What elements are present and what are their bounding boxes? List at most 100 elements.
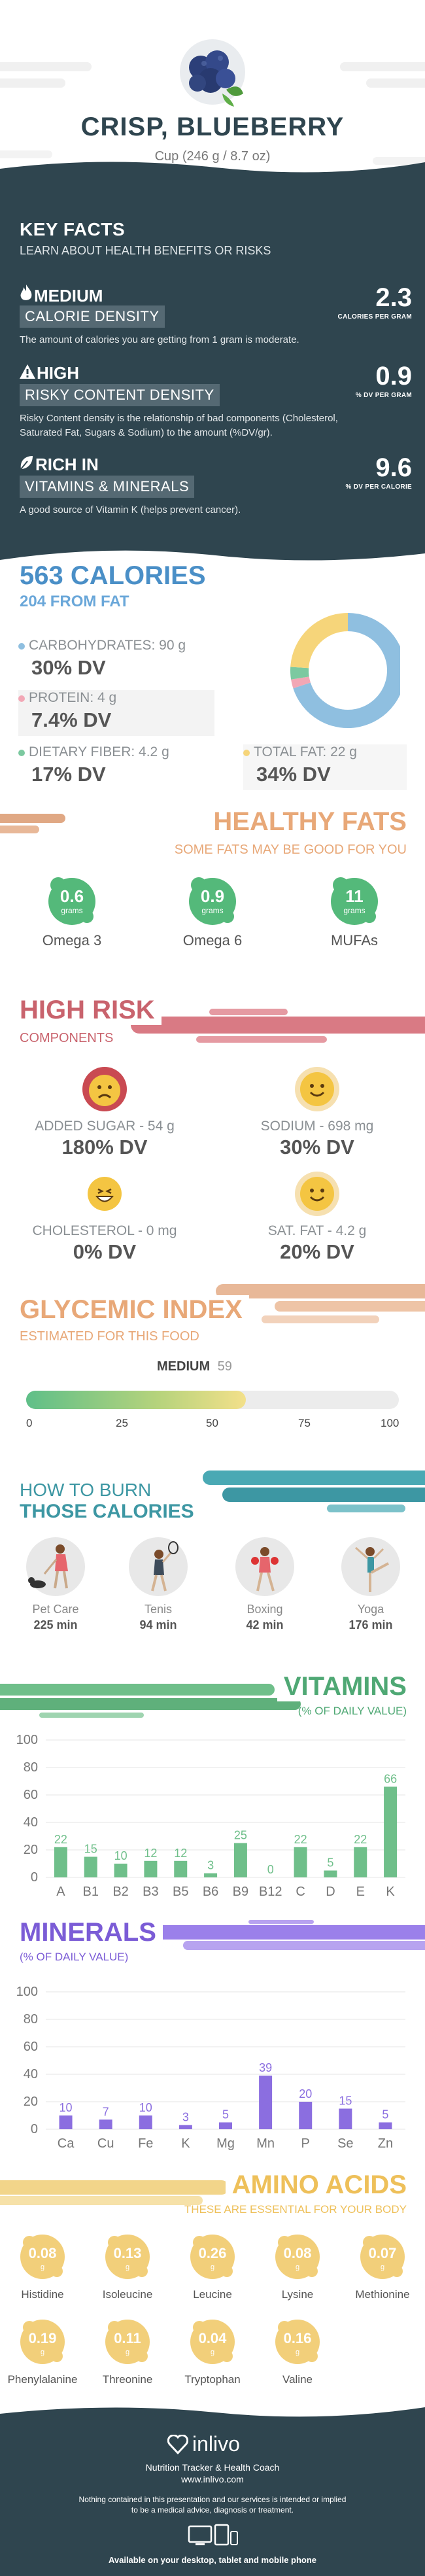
healthy-fats-title: HEALTHY FATS — [213, 807, 407, 836]
added-sugar-label: ADDED SUGAR - 54 g — [35, 1119, 175, 1134]
vitamins-bar-A — [54, 1847, 67, 1877]
heart-logo-icon — [167, 2434, 189, 2455]
smile-face-icon — [294, 1171, 340, 1217]
vitamins-ytick: 100 — [16, 1733, 38, 1747]
page-title: CRISP, BLUEBERRY — [80, 113, 345, 141]
vitamins-ytick: 60 — [24, 1788, 38, 1802]
tennis-icon — [129, 1537, 188, 1596]
carbs-dv: 30% DV — [31, 656, 106, 679]
minerals-value-label-Zn: 5 — [382, 2108, 388, 2121]
minerals-subtitle: (% OF DAILY VALUE) — [20, 1951, 129, 1963]
vitamins-minerals-unit: % DV PER CALORIE — [345, 483, 412, 491]
amino-name: Phenylalanine — [7, 2373, 78, 2386]
amino-value: 0.07 — [368, 2245, 397, 2261]
gi-tick-50: 50 — [206, 1417, 218, 1429]
tenis-name: Tenis — [144, 1603, 173, 1616]
protein-dv: 7.4% DV — [31, 708, 112, 731]
minerals-category-label-Ca: Ca — [58, 2136, 75, 2151]
amino-name: Histidine — [21, 2288, 64, 2301]
devices-icon — [186, 2522, 239, 2549]
smile-face-icon — [294, 1066, 340, 1112]
vitamins-category-label-E: E — [356, 1885, 365, 1899]
amino-value: 0.08 — [28, 2245, 57, 2261]
vitamins-value-label-A: 22 — [54, 1833, 67, 1846]
calorie-density-label: CALORIE DENSITY — [20, 305, 165, 328]
calorie-density-description: The amount of calories you are getting f… — [20, 334, 299, 345]
tenis-min: 94 min — [139, 1618, 177, 1631]
minerals-bar-Fe — [139, 2115, 152, 2129]
pet-care-name: Pet Care — [32, 1603, 79, 1616]
amino-unit: g — [210, 2263, 215, 2271]
omega6-unit: grams — [201, 906, 224, 915]
amino-value: 0.08 — [283, 2245, 312, 2261]
risk-sodium: SODIUM - 698 mg 30% DV — [226, 1066, 409, 1158]
glycemic-ticks: 0 25 50 75 100 — [0, 1417, 425, 1433]
vitamins-bar-K — [384, 1786, 398, 1877]
minerals-ytick: 20 — [24, 2095, 38, 2109]
vitamins-value-label-B1: 15 — [84, 1843, 97, 1856]
minerals-title: MINERALS — [20, 1918, 163, 1947]
calories-from-fat: 204 FROM FAT — [20, 593, 129, 610]
sad-face-icon — [82, 1066, 128, 1112]
vitamins-ytick: 40 — [24, 1815, 38, 1830]
minerals-value-label-Mn: 39 — [259, 2061, 272, 2074]
boxing-name: Boxing — [246, 1603, 283, 1616]
minerals-category-label-Mn: Mn — [256, 2136, 275, 2151]
minerals-category-label-Cu: Cu — [97, 2136, 114, 2151]
amino-value: 0.04 — [198, 2330, 227, 2346]
vitamins-minerals-level: RICH IN — [20, 455, 99, 475]
minerals-category-label-Se: Se — [337, 2136, 353, 2151]
amino-unit: g — [125, 2263, 130, 2271]
carbs-legend: CARBOHYDRATES: 90 g 30% DV — [18, 638, 214, 684]
amino-item-leucine: 0.26 g Leucine — [167, 2231, 258, 2316]
minerals-ytick: 100 — [16, 1985, 38, 1999]
burn-title-2: THOSE CALORIES — [20, 1501, 194, 1522]
amino-bubble — [186, 2316, 239, 2368]
minerals-value-label-Se: 15 — [339, 2095, 352, 2108]
key-facts-section: KEY FACTS LEARN ABOUT HEALTH BENEFITS OR… — [0, 180, 425, 546]
header-grey-stripes — [0, 0, 425, 180]
key-fact-calorie-density: MEDIUM CALORIE DENSITY 2.3 CALORIES PER … — [20, 283, 412, 357]
footer-logo[interactable]: inlivo — [165, 2432, 263, 2458]
vitamins-stripes — [0, 1680, 425, 1719]
mufas-unit: grams — [343, 906, 366, 915]
sat-fat-label: SAT. FAT - 4.2 g — [267, 1223, 367, 1238]
burn-tenis: Tenis 94 min — [112, 1537, 204, 1648]
vitamins-ytick: 0 — [31, 1870, 38, 1885]
amino-unit: g — [380, 2263, 385, 2271]
burn-stripes — [0, 1465, 425, 1518]
donut-slice-carbs — [293, 613, 405, 728]
omega3-name: Omega 3 — [42, 932, 102, 949]
amino-unit: g — [125, 2348, 130, 2356]
footer: inlivo Nutrition Tracker & Health Coach … — [0, 2427, 425, 2576]
vitamins-value-label-B3: 12 — [144, 1847, 157, 1860]
minerals-bar-Mn — [259, 2076, 273, 2129]
glycemic-title: GLYCEMIC INDEX — [20, 1295, 249, 1325]
key-facts-subtitle: LEARN ABOUT HEALTH BENEFITS OR RISKS — [20, 244, 271, 257]
healthy-fats-subtitle: SOME FATS MAY BE GOOD FOR YOU — [174, 843, 407, 857]
donut-slice-fat — [290, 613, 348, 669]
gi-tick-75: 75 — [298, 1417, 311, 1429]
amino-title: AMINO ACIDS — [225, 2170, 407, 2200]
vitamins-bar-B3 — [144, 1860, 158, 1877]
fiber-label: DIETARY FIBER: 4.2 g — [29, 744, 169, 759]
amino-item-methionine: 0.07 g Methionine — [337, 2231, 425, 2316]
amino-item-valine: 0.16 g Valine — [252, 2316, 343, 2401]
amino-item-phenylalanine: 0.19 g Phenylalanine — [0, 2316, 88, 2401]
minerals-stripes — [0, 1920, 425, 1959]
amino-unit: g — [295, 2348, 300, 2356]
macro-donut-chart — [243, 605, 405, 736]
glycemic-scale-fill — [26, 1391, 246, 1409]
omega6-bubble — [184, 873, 241, 930]
minerals-bar-Zn — [379, 2122, 392, 2129]
minerals-value-label-P: 20 — [299, 2087, 312, 2100]
vitamins-value-label-C: 22 — [294, 1833, 307, 1846]
risk-cholesterol: CHOLESTEROL - 0 mg 0% DV — [13, 1171, 196, 1263]
calorie-density-value: 2.3 — [375, 283, 412, 312]
risky-content-unit: % DV PER GRAM — [355, 392, 412, 399]
footer-url[interactable]: www.inlivo.com — [181, 2474, 244, 2484]
vitamins-bar-D — [324, 1870, 337, 1877]
footer-disclaimer-1: Nothing contained in this presentation a… — [78, 2495, 347, 2504]
amino-value: 0.16 — [283, 2330, 312, 2346]
